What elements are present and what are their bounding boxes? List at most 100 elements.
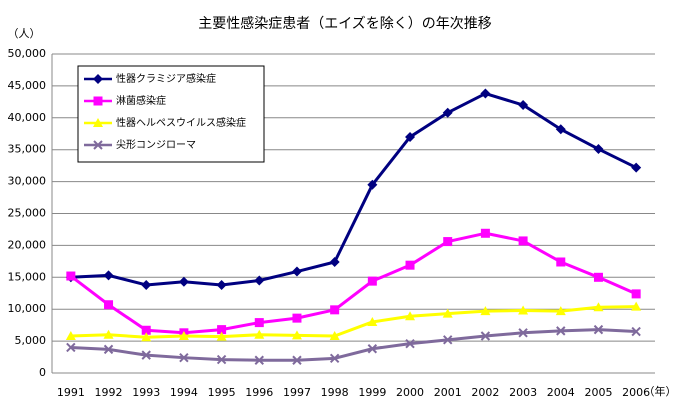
data-point — [443, 335, 453, 345]
legend-marker — [93, 118, 103, 127]
data-point — [104, 300, 114, 310]
y-tick-label: 0 — [39, 366, 46, 379]
data-point — [593, 144, 604, 155]
data-point — [443, 237, 453, 247]
series-line — [70, 92, 637, 287]
x-tick-label: 2005 — [584, 386, 612, 399]
x-tick-label: 1998 — [321, 386, 349, 399]
x-tick-label: 1994 — [170, 386, 198, 399]
data-point — [216, 279, 227, 290]
data-point — [65, 330, 76, 340]
data-point — [291, 330, 302, 340]
data-point — [103, 329, 114, 339]
x-tick-label: 2003 — [509, 386, 537, 399]
data-point — [593, 302, 604, 312]
data-point — [330, 305, 340, 315]
data-point — [631, 162, 642, 173]
data-point — [216, 354, 227, 365]
data-point — [141, 325, 151, 335]
data-point — [631, 326, 641, 337]
data-point — [556, 257, 566, 267]
data-point — [367, 179, 378, 190]
data-point — [141, 350, 151, 360]
data-point — [480, 228, 490, 238]
x-tick-label: 1992 — [95, 386, 123, 399]
data-point — [217, 325, 227, 335]
x-tick-label: 2002 — [471, 386, 499, 399]
data-point — [405, 311, 416, 321]
data-point — [442, 107, 453, 118]
data-point — [254, 329, 265, 339]
y-tick-label: 50,000 — [8, 47, 47, 60]
data-point — [216, 331, 227, 341]
legend-label: 淋菌感染症 — [116, 94, 166, 107]
data-point — [405, 260, 415, 270]
y-tick-label: 10,000 — [8, 302, 47, 315]
data-point — [518, 100, 529, 111]
legend-marker — [93, 96, 103, 106]
data-point — [556, 326, 566, 336]
chart-title: 主要性感染症患者（エイズを除く）の年次推移 — [198, 15, 492, 32]
x-unit: （年） — [644, 384, 677, 398]
x-tick-label: 2001 — [434, 386, 462, 399]
data-point — [518, 328, 528, 338]
y-tick-label: 20,000 — [8, 238, 47, 251]
data-point — [555, 306, 566, 316]
data-point — [292, 355, 302, 365]
y-tick-label: 40,000 — [8, 111, 47, 124]
data-point — [329, 256, 340, 267]
y-tick-label: 15,000 — [8, 270, 47, 283]
x-tick-label: 1993 — [132, 386, 160, 399]
data-point — [329, 353, 340, 364]
y-unit: （人） — [8, 27, 41, 40]
data-point — [480, 306, 491, 316]
x-tick-label: 1996 — [245, 386, 273, 399]
data-point — [405, 131, 416, 142]
data-point — [66, 271, 76, 281]
data-point — [178, 330, 189, 340]
x-tick-label: 2004 — [547, 386, 575, 399]
data-point — [254, 275, 265, 286]
y-tick-label: 30,000 — [8, 175, 47, 188]
x-tick-label: 2006 — [622, 386, 650, 399]
legend-label: 性器ヘルペスウイルス感染症 — [116, 116, 246, 129]
data-point — [254, 318, 264, 328]
data-point — [329, 330, 340, 340]
data-point — [631, 301, 642, 311]
data-point — [141, 332, 152, 342]
y-tick-label: 5,000 — [15, 334, 47, 347]
y-tick-label: 35,000 — [8, 143, 47, 156]
data-point — [593, 272, 603, 282]
data-point — [405, 338, 415, 349]
data-point — [103, 344, 114, 355]
data-point — [367, 276, 377, 286]
y-tick-label: 45,000 — [8, 79, 47, 92]
data-point — [178, 276, 189, 287]
data-point — [254, 355, 264, 365]
legend-label: 性器クラミジア感染症 — [116, 72, 216, 85]
x-tick-label: 1997 — [283, 386, 311, 399]
data-point — [291, 266, 302, 277]
data-point — [141, 279, 152, 290]
data-point — [292, 313, 302, 323]
series-line — [69, 231, 637, 335]
data-point — [593, 324, 604, 335]
data-point — [367, 344, 378, 354]
data-point — [518, 236, 528, 246]
legend-marker — [93, 74, 103, 84]
x-tick-label: 2000 — [396, 386, 424, 399]
x-tick-label: 1999 — [358, 386, 386, 399]
data-point — [179, 352, 189, 363]
data-point — [555, 124, 566, 135]
x-tick-label: 1991 — [57, 386, 85, 399]
data-point — [480, 331, 491, 341]
data-point — [518, 305, 529, 315]
legend-label: 尖形コンジローマ — [116, 138, 196, 151]
legend-marker — [93, 140, 103, 150]
series-line — [70, 328, 637, 362]
series-line — [70, 305, 637, 339]
data-point — [442, 308, 453, 318]
data-point — [480, 88, 491, 99]
x-tick-label: 1995 — [208, 386, 236, 399]
